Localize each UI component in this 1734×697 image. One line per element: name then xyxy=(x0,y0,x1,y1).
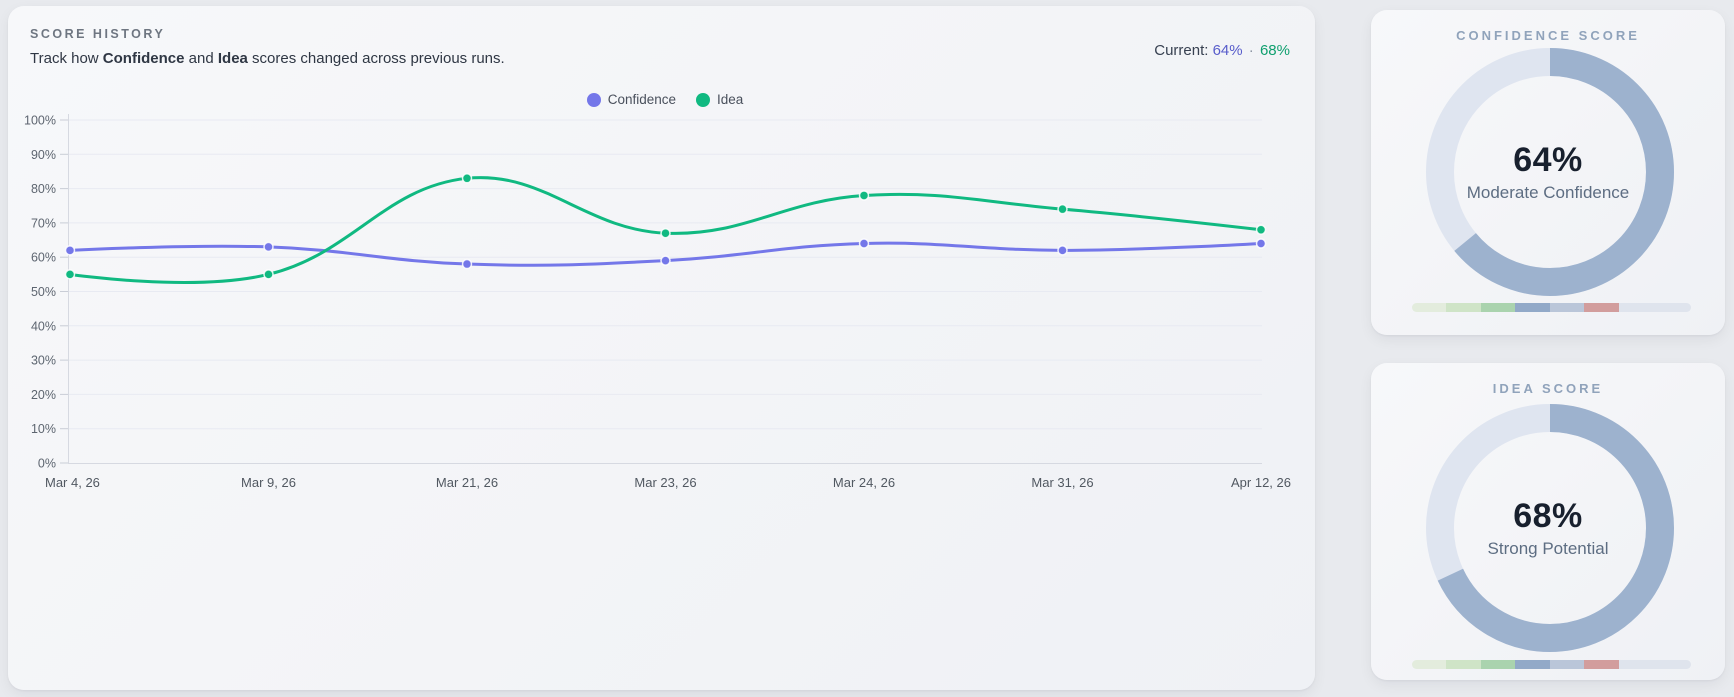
svg-text:30%: 30% xyxy=(31,354,56,368)
svg-text:50%: 50% xyxy=(31,285,56,299)
confidence-score-title: CONFIDENCE SCORE xyxy=(1456,28,1640,43)
current-separator: · xyxy=(1248,42,1254,59)
subtitle-idea-word: Idea xyxy=(217,50,248,67)
idea-percentage: 68% xyxy=(1513,497,1583,535)
score-history-title: SCORE HISTORY xyxy=(30,27,166,41)
svg-text:60%: 60% xyxy=(31,251,56,265)
idea-swatch-icon xyxy=(696,92,711,107)
svg-text:Mar 24, 26: Mar 24, 26 xyxy=(833,475,895,490)
scale-segment xyxy=(1480,303,1516,312)
idea-score-card: IDEA SCORE 68% Strong Potential xyxy=(1371,363,1725,680)
svg-text:10%: 10% xyxy=(31,422,56,436)
current-confidence-value: 64% xyxy=(1212,42,1243,59)
legend-label-confidence: Confidence xyxy=(607,92,677,107)
scale-segment xyxy=(1446,660,1481,669)
svg-text:20%: 20% xyxy=(31,388,56,402)
svg-text:0%: 0% xyxy=(38,457,56,471)
idea-caption: Strong Potential xyxy=(1487,539,1609,558)
scale-segment xyxy=(1549,660,1585,669)
current-idea-value: 68% xyxy=(1259,42,1290,59)
idea-donut-center: 68% Strong Potential xyxy=(1371,497,1725,559)
confidence-percentage: 64% xyxy=(1513,141,1583,179)
scale-segment xyxy=(1618,660,1691,669)
scale-segment xyxy=(1549,303,1585,312)
scale-segment xyxy=(1480,660,1516,669)
idea-donut-chart xyxy=(1426,404,1674,652)
current-label: Current: xyxy=(1154,42,1209,59)
svg-text:Mar 4, 26: Mar 4, 26 xyxy=(45,475,100,490)
chart-legend: Confidence Idea xyxy=(68,92,1262,107)
idea-scale-bar xyxy=(1412,660,1691,669)
current-scores: Current: 64% · 68% xyxy=(1154,42,1290,59)
scale-segment xyxy=(1515,660,1550,669)
idea-donut-arc xyxy=(1426,404,1674,652)
confidence-donut-center: 64% Moderate Confidence xyxy=(1371,141,1725,203)
svg-text:Mar 23, 26: Mar 23, 26 xyxy=(634,475,696,490)
svg-text:40%: 40% xyxy=(31,319,56,333)
scale-segment xyxy=(1515,303,1550,312)
score-history-subtitle: Track how Confidence and Idea scores cha… xyxy=(30,50,505,67)
confidence-caption: Moderate Confidence xyxy=(1466,183,1630,202)
svg-text:80%: 80% xyxy=(31,182,56,196)
scale-segment xyxy=(1584,660,1619,669)
svg-text:Mar 21, 26: Mar 21, 26 xyxy=(436,475,498,490)
svg-text:100%: 100% xyxy=(24,114,56,128)
score-history-card: SCORE HISTORY Track how Confidence and I… xyxy=(8,6,1315,690)
scale-segment xyxy=(1584,303,1619,312)
confidence-donut-chart xyxy=(1426,48,1674,296)
scale-segment xyxy=(1618,303,1691,312)
legend-item-confidence[interactable]: Confidence xyxy=(586,92,677,107)
legend-item-idea[interactable]: Idea xyxy=(696,92,743,107)
svg-text:Mar 31, 26: Mar 31, 26 xyxy=(1031,475,1093,490)
subtitle-text: Track how xyxy=(30,50,103,67)
scale-segment xyxy=(1412,303,1447,312)
subtitle-text: and xyxy=(184,50,218,67)
subtitle-text: scores changed across previous runs. xyxy=(247,50,505,67)
confidence-swatch-icon xyxy=(586,92,601,107)
scale-segment xyxy=(1446,303,1481,312)
scale-segment xyxy=(1412,660,1447,669)
confidence-donut-arc xyxy=(1426,48,1674,296)
svg-text:90%: 90% xyxy=(31,148,56,162)
confidence-scale-bar xyxy=(1412,303,1691,312)
score-history-line-chart: 0% 10% 20% 30% 40% 50% 60% 70% 80% 90% 100% Mar 4, … xyxy=(24,114,1291,491)
legend-label-idea: Idea xyxy=(717,92,744,107)
svg-text:70%: 70% xyxy=(31,216,56,230)
subtitle-confidence-word: Confidence xyxy=(102,50,185,67)
svg-text:Apr 12, 26: Apr 12, 26 xyxy=(1231,475,1291,490)
confidence-score-card: CONFIDENCE SCORE 64% Moderate Confidence xyxy=(1371,10,1725,335)
idea-score-title: IDEA SCORE xyxy=(1492,381,1604,396)
svg-text:Mar 9, 26: Mar 9, 26 xyxy=(241,475,296,490)
